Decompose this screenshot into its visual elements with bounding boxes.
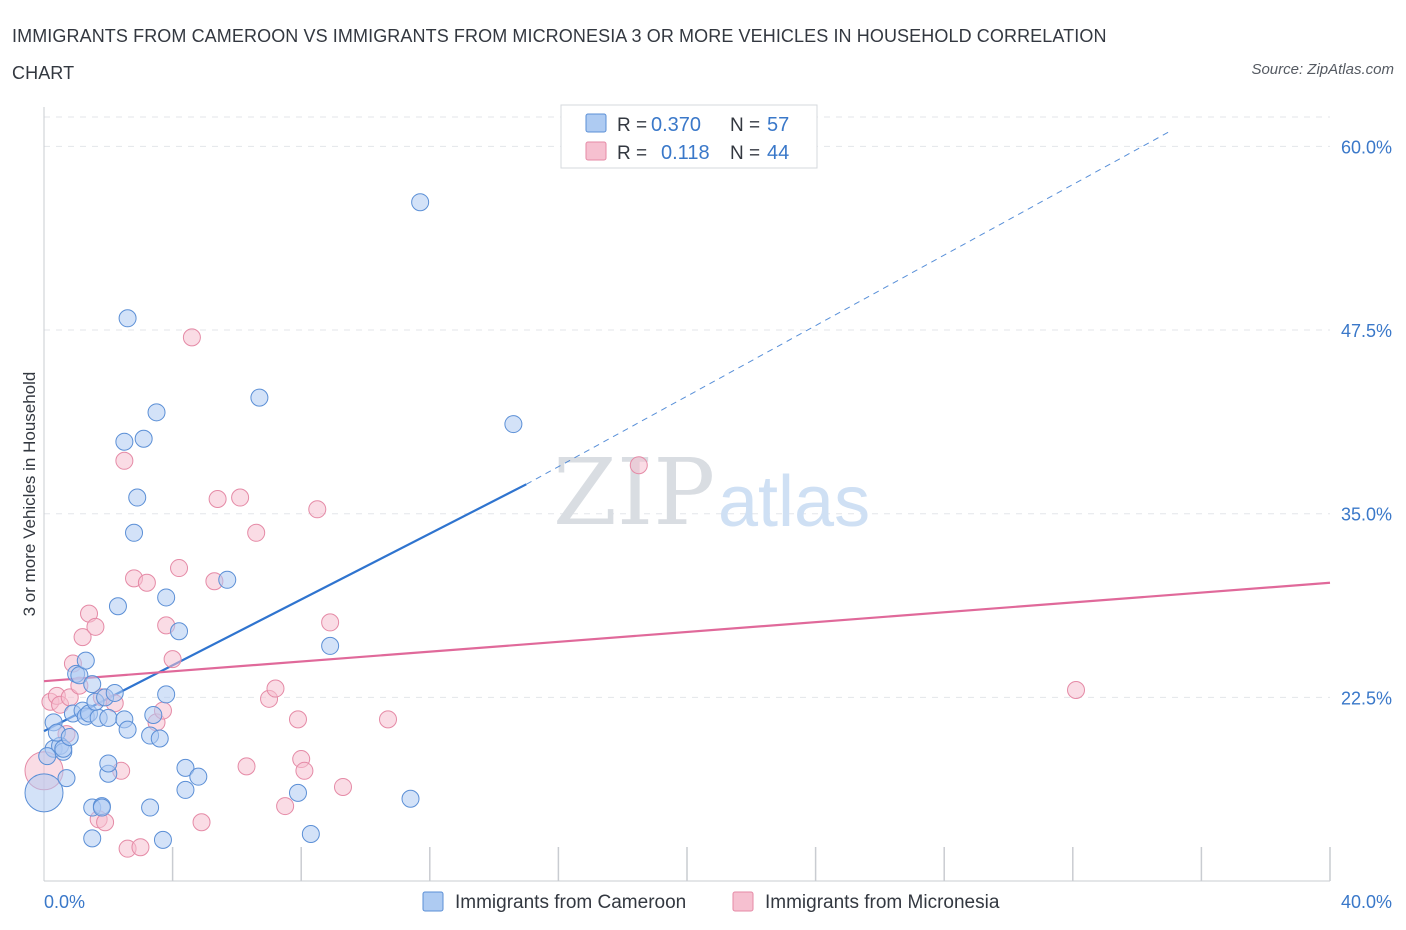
data-point-cameroon (83, 829, 102, 848)
data-point-cameroon (144, 705, 163, 724)
data-point-micronesia (288, 710, 307, 729)
data-point-micronesia (96, 813, 115, 832)
data-point-cameroon (153, 830, 172, 849)
legend-n-label-1: N = (730, 115, 760, 136)
trend-line-cameroon (43, 483, 527, 733)
data-point-cameroon (57, 769, 76, 788)
chart-title: IMMIGRANTS FROM CAMEROON VS IMMIGRANTS F… (12, 26, 1107, 83)
data-point-cameroon (157, 588, 176, 607)
data-point-cameroon (76, 651, 95, 670)
data-point-cameroon (170, 622, 189, 641)
data-point-cameroon (218, 570, 237, 589)
trend-lines (43, 131, 1331, 733)
grid-lines (44, 116, 1330, 698)
data-point-cameroon (301, 824, 320, 843)
data-point-micronesia (333, 777, 352, 796)
legend-n-value-1: 57 (767, 114, 789, 136)
data-point-cameroon (118, 720, 137, 739)
data-point-cameroon (411, 193, 430, 212)
bottom-legend-label-micronesia: Immigrants from Micronesia (765, 892, 1000, 913)
data-point-cameroon (176, 780, 195, 799)
data-point-cameroon (83, 675, 102, 694)
legend-r-label-2: R = (617, 143, 647, 164)
data-point-micronesia (276, 797, 295, 816)
legend: R = 0.370 N = 57 R = 0.118 N = 44 (560, 104, 818, 169)
y-tick-label: 60.0% (1341, 137, 1392, 157)
legend-swatch-micronesia (585, 141, 607, 161)
data-point-cameroon (108, 597, 127, 616)
data-point-micronesia (295, 761, 314, 780)
data-point-cameroon (288, 783, 307, 802)
data-point-micronesia (192, 813, 211, 832)
data-point-micronesia (131, 838, 150, 857)
data-point-cameroon (157, 685, 176, 704)
watermark-atlas: atlas (718, 462, 870, 542)
data-point-cameroon (401, 789, 420, 808)
y-tick-label: 35.0% (1341, 505, 1392, 525)
data-point-cameroon (92, 798, 111, 817)
data-point-cameroon (504, 415, 523, 434)
data-point-cameroon (38, 747, 57, 766)
data-point-micronesia (163, 650, 182, 669)
data-point-cameroon (141, 798, 160, 817)
trend-line-micronesia (43, 581, 1331, 683)
watermark-zip: ZIP (553, 439, 715, 546)
data-point-micronesia (170, 559, 189, 578)
data-point-cameroon (128, 488, 147, 507)
data-point-micronesia (321, 613, 340, 632)
data-point-cameroon (134, 429, 153, 448)
data-point-cameroon (99, 708, 118, 727)
data-point-cameroon (125, 523, 144, 542)
data-point-cameroon (24, 773, 64, 813)
data-point-micronesia (247, 523, 266, 542)
source-label: Source: ZipAtlas.com (1251, 61, 1394, 78)
legend-swatch-cameroon (585, 113, 607, 133)
data-point-micronesia (629, 456, 648, 475)
bottom-legend: Immigrants from Cameroon Immigrants from… (422, 891, 1000, 913)
data-point-cameroon (147, 403, 166, 422)
data-point-micronesia (308, 500, 327, 519)
y-axis-label: 3 or more Vehicles in Household (20, 372, 39, 617)
tick-labels: 22.5% 35.0% 47.5% 60.0% 0.0% 40.0% (44, 137, 1392, 912)
data-point-cameroon (176, 758, 195, 777)
legend-r-value-1: 0.370 (651, 114, 701, 136)
bottom-legend-label-cameroon: Immigrants from Cameroon (455, 892, 686, 913)
axes (43, 107, 1331, 882)
data-point-micronesia (237, 757, 256, 776)
data-point-cameroon (105, 683, 124, 702)
data-point-cameroon (189, 767, 208, 786)
data-point-micronesia (266, 679, 285, 698)
data-point-micronesia (73, 628, 92, 647)
legend-n-label-2: N = (730, 143, 760, 164)
data-point-micronesia (86, 617, 105, 636)
data-point-cameroon (99, 754, 118, 773)
x-tick-label: 0.0% (44, 892, 85, 912)
legend-r-label-1: R = (617, 115, 647, 136)
data-point-cameroon (321, 636, 340, 655)
bottom-legend-swatch-cameroon (422, 891, 444, 912)
bottom-legend-swatch-micronesia (732, 891, 754, 912)
data-point-micronesia (231, 488, 250, 507)
data-point-micronesia (379, 710, 398, 729)
y-tick-label: 22.5% (1341, 688, 1392, 708)
data-point-micronesia (208, 490, 227, 508)
data-point-cameroon (118, 309, 137, 328)
legend-n-value-2: 44 (767, 142, 789, 164)
data-point-micronesia (115, 451, 134, 470)
x-tick-label: 40.0% (1341, 892, 1392, 912)
legend-r-value-2: 0.118 (661, 142, 710, 164)
trend-line-cameroon-extension (526, 131, 1170, 485)
data-point-cameroon (60, 728, 79, 747)
data-point-cameroon (150, 729, 169, 748)
watermark: ZIP atlas (553, 439, 870, 546)
data-points (24, 193, 1086, 858)
data-point-micronesia (137, 573, 156, 592)
y-tick-label: 47.5% (1341, 321, 1392, 341)
data-point-cameroon (250, 388, 269, 407)
data-point-micronesia (1067, 681, 1086, 699)
data-point-cameroon (115, 432, 134, 451)
data-point-micronesia (182, 328, 201, 347)
